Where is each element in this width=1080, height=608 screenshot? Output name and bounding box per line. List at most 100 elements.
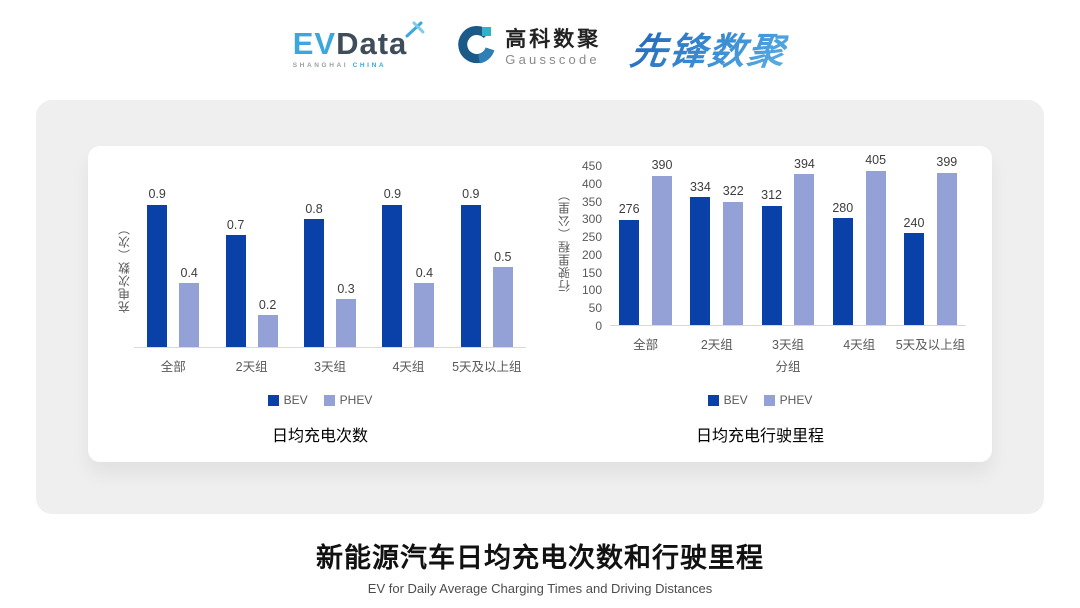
chart-card: 充电次数（次） 0.9 0.4 0.7 0.2 0.8 0.3 0.9 0.4 0.9 0.5 全…	[88, 146, 992, 462]
phev-bar: 394	[794, 154, 815, 325]
phev-bar: 390	[651, 154, 673, 325]
y-tick-label: 0	[595, 318, 602, 333]
bev-bar: 280	[832, 154, 853, 325]
phev-bar-rect	[414, 283, 435, 347]
phev-bar-rect	[336, 299, 357, 347]
bev-bar-rect	[619, 219, 640, 325]
bar-value-label: 399	[936, 155, 958, 169]
phev-bar: 399	[936, 154, 957, 325]
plot-row: 行驶里程（公里） 0 50 100 150 200 250 300 350 400 450 276…	[554, 154, 966, 332]
bev-bar-rect	[147, 204, 168, 347]
legend-swatch	[267, 394, 279, 406]
phev-bar-rect	[652, 175, 673, 325]
category-label: 5天及以上组	[452, 360, 522, 374]
legend-swatch	[707, 394, 719, 406]
bev-bar: 312	[761, 154, 782, 325]
bev-bar-rect	[460, 204, 481, 347]
evdata-ev-text: EV	[292, 25, 337, 61]
header-logos: EVData SHANGHAI CHINA 高科数聚 Gausscode 先锋数…	[0, 16, 1080, 80]
category-axis: 全部 2天组 3天组 4天组 5天及以上组	[134, 348, 526, 375]
y-tick-label: 450	[581, 159, 602, 173]
phev-bar: 0.4	[414, 188, 435, 347]
y-tick-label: 200	[581, 247, 602, 262]
plot-row: 充电次数（次） 0.9 0.4 0.7 0.2 0.8 0.3 0.9 0.4 0.9 0.5	[114, 188, 526, 348]
page-title: 新能源汽车日均充电次数和行驶里程	[316, 543, 764, 573]
phev-bar: 405	[865, 154, 886, 325]
phev-bar-rect	[492, 267, 513, 347]
chart-title: 日均充电行驶里程	[695, 428, 824, 445]
phev-bar-rect	[257, 315, 278, 347]
bar-value-label: 0.9	[148, 187, 166, 201]
evdata-shanghai-text: SHANGHAI	[292, 61, 349, 69]
footer: 新能源汽车日均充电次数和行驶里程 EV for Daily Average Ch…	[0, 536, 1080, 596]
bar-value-label: 0.9	[383, 187, 402, 201]
category-axis: 全部 2天组 3天组 4天组 5天及以上组	[610, 326, 966, 353]
phev-bar-rect	[179, 283, 200, 347]
legend-label: PHEV	[339, 393, 373, 407]
y-axis-label: 充电次数（次）	[117, 222, 132, 314]
legend: BEV PHEV	[114, 393, 526, 407]
phev-bar: 0.4	[179, 188, 200, 347]
bar-value-label: 405	[865, 153, 887, 167]
category-label: 2天组	[700, 338, 733, 352]
gausscode-en-text: Gausscode	[505, 52, 600, 68]
bev-bar-rect	[225, 235, 246, 347]
page-subtitle: EV for Daily Average Charging Times and …	[367, 581, 713, 596]
legend-swatch	[763, 394, 775, 406]
category-label: 全部	[633, 338, 659, 352]
bar-value-label: 280	[832, 200, 854, 215]
gausscode-logo: 高科数聚 Gausscode	[455, 25, 601, 72]
bar-group: 280 405	[824, 154, 895, 325]
bar-value-label: 0.2	[258, 297, 277, 312]
evdata-logo: EVData SHANGHAI CHINA	[292, 21, 426, 69]
plot-area: 0.9 0.4 0.7 0.2 0.8 0.3 0.9 0.4 0.9 0.5	[134, 188, 526, 348]
bev-bar-rect	[832, 218, 853, 325]
bar-group: 334 322	[681, 154, 752, 325]
category-label: 3天组	[772, 338, 804, 352]
chart-title: 日均充电次数	[271, 428, 368, 445]
bev-bar: 0.7	[225, 188, 246, 347]
bev-bar: 334	[690, 154, 711, 325]
bar-value-label: 0.3	[337, 281, 355, 296]
bar-value-label: 276	[618, 202, 640, 216]
bev-bar-rect	[382, 204, 403, 347]
bev-bar: 276	[619, 154, 640, 325]
y-axis-ticks: 0 50 100 150 200 250 300 350 400 450	[574, 154, 610, 332]
y-tick-label: 50	[588, 301, 602, 316]
legend: BEV PHEV	[554, 393, 966, 407]
bar-value-label: 0.8	[305, 201, 323, 216]
bar-value-label: 334	[689, 179, 711, 194]
bar-group: 276 390	[610, 154, 681, 325]
phev-bar: 0.5	[492, 188, 513, 347]
bar-group: 0.9 0.4	[369, 188, 447, 347]
legend-swatch	[323, 394, 335, 406]
bar-value-label: 240	[903, 215, 925, 230]
category-label: 4天组	[392, 360, 425, 374]
bev-bar-rect	[903, 233, 924, 325]
legend-label: PHEV	[779, 393, 813, 407]
phev-bar: 322	[723, 154, 744, 325]
bar-value-label: 0.9	[462, 187, 480, 201]
phev-bar-rect	[723, 201, 744, 325]
bar-value-label: 394	[794, 156, 815, 171]
bar-value-label: 322	[722, 184, 744, 199]
evdata-subtext: SHANGHAI CHINA	[293, 62, 386, 69]
category-label: 全部	[160, 360, 186, 374]
bar-group: 312 394	[752, 154, 823, 325]
legend-item-phev: PHEV	[323, 393, 373, 407]
bar-group: 240 399	[895, 154, 966, 325]
y-tick-label: 300	[581, 212, 602, 227]
y-tick-label: 400	[581, 176, 602, 191]
y-tick-label: 350	[581, 194, 602, 209]
bar-value-label: 312	[761, 188, 782, 203]
gray-panel: 充电次数（次） 0.9 0.4 0.7 0.2 0.8 0.3 0.9 0.4 0.9 0.5 全…	[36, 100, 1044, 514]
bev-bar: 240	[903, 154, 925, 325]
bar-value-label: 390	[651, 158, 673, 173]
phev-bar-rect	[794, 174, 815, 325]
bar-group: 0.8 0.3	[291, 188, 369, 347]
bar-group: 0.7 0.2	[212, 188, 290, 347]
y-tick-label: 150	[581, 265, 602, 280]
legend-item-phev: PHEV	[763, 393, 813, 407]
gausscode-cn-text: 高科数聚	[505, 28, 602, 52]
phev-bar: 0.2	[257, 188, 278, 347]
